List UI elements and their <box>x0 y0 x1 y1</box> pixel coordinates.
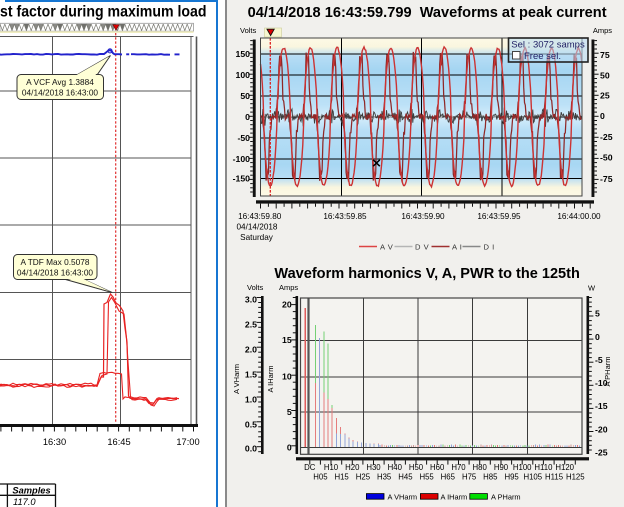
svg-text:50: 50 <box>600 70 610 80</box>
svg-text:-5: -5 <box>595 355 603 365</box>
svg-text:150: 150 <box>236 49 251 59</box>
svg-text:H120: H120 <box>555 463 574 472</box>
svg-text:H40: H40 <box>388 463 403 472</box>
svg-text:H65: H65 <box>441 473 456 482</box>
svg-text:A IHarm: A IHarm <box>266 365 275 392</box>
svg-text:D I: D I <box>484 243 495 252</box>
svg-text:100: 100 <box>236 70 251 80</box>
svg-text:H80: H80 <box>473 463 488 472</box>
svg-text:3.0: 3.0 <box>245 295 257 305</box>
svg-text:H25: H25 <box>356 473 371 482</box>
svg-text:H35: H35 <box>377 473 392 482</box>
svg-text:75: 75 <box>600 50 610 60</box>
svg-text:A VCF Avg 1.3884: A VCF Avg 1.3884 <box>26 77 94 87</box>
svg-text:Sel : 3072 samps: Sel : 3072 samps <box>511 40 585 51</box>
svg-text:17:00: 17:00 <box>176 437 199 447</box>
svg-text:W: W <box>588 284 596 293</box>
svg-text:0: 0 <box>600 111 605 121</box>
svg-text:16:43:59.90: 16:43:59.90 <box>401 212 445 221</box>
svg-text:-15: -15 <box>595 401 608 411</box>
svg-text:16:45: 16:45 <box>107 437 130 447</box>
svg-text:A PHarm: A PHarm <box>491 493 521 502</box>
svg-text:0: 0 <box>595 332 600 342</box>
svg-text:50: 50 <box>240 91 250 101</box>
svg-text:H115: H115 <box>545 473 564 482</box>
svg-text:H10: H10 <box>324 463 339 472</box>
svg-text:16:43:59.85: 16:43:59.85 <box>323 212 367 221</box>
svg-text:Amps: Amps <box>593 26 612 35</box>
svg-text:04/14/2018 16:43:00: 04/14/2018 16:43:00 <box>17 268 94 278</box>
svg-text:H90: H90 <box>494 463 509 472</box>
svg-text:H20: H20 <box>345 463 360 472</box>
svg-text:-50: -50 <box>237 133 250 143</box>
svg-text:04/14/2018 16:43:00: 04/14/2018 16:43:00 <box>22 88 99 98</box>
svg-text:15: 15 <box>282 335 292 345</box>
svg-text:A V: A V <box>380 243 394 252</box>
svg-text:H100: H100 <box>513 463 532 472</box>
svg-text:0.0: 0.0 <box>245 444 257 454</box>
svg-text:04/14/2018: 04/14/2018 <box>237 223 278 232</box>
svg-text:-10: -10 <box>595 378 608 388</box>
svg-text:H60: H60 <box>430 463 445 472</box>
svg-text:H95: H95 <box>504 473 519 482</box>
svg-text:2.5: 2.5 <box>245 320 257 330</box>
svg-text:0: 0 <box>245 112 250 122</box>
svg-text:A VHarm: A VHarm <box>388 493 418 502</box>
svg-text:DC: DC <box>304 463 316 472</box>
svg-text:0: 0 <box>287 443 292 453</box>
svg-text:A PHarm: A PHarm <box>603 356 612 386</box>
svg-text:-25: -25 <box>595 447 608 457</box>
svg-text:-75: -75 <box>600 174 613 184</box>
svg-text:0.5: 0.5 <box>245 420 257 430</box>
svg-text:H125: H125 <box>566 473 585 482</box>
svg-text:-50: -50 <box>600 153 613 163</box>
svg-text:04/14/2018 16:43:59.799 Wavef: 04/14/2018 16:43:59.799 Waveforms at pea… <box>248 5 607 21</box>
svg-text:Saturday: Saturday <box>240 233 274 242</box>
svg-text:H110: H110 <box>534 463 553 472</box>
svg-text:25: 25 <box>600 91 610 101</box>
svg-text:A VHarm: A VHarm <box>232 364 241 394</box>
svg-text:-100: -100 <box>233 154 251 164</box>
svg-text:H30: H30 <box>366 463 381 472</box>
svg-text:16:44:00.00: 16:44:00.00 <box>557 212 601 221</box>
svg-text:117.0: 117.0 <box>13 497 36 507</box>
svg-text:5: 5 <box>287 407 292 417</box>
svg-text:1.5: 1.5 <box>245 370 257 380</box>
svg-text:2.0: 2.0 <box>245 345 257 355</box>
svg-text:A TDF Max 0.5078: A TDF Max 0.5078 <box>20 257 89 267</box>
svg-text:H105: H105 <box>523 473 542 482</box>
svg-text:Amps: Amps <box>279 283 298 292</box>
svg-text:H85: H85 <box>483 473 498 482</box>
svg-text:H15: H15 <box>334 473 349 482</box>
svg-text:16:30: 16:30 <box>43 437 66 447</box>
svg-text:10: 10 <box>282 372 292 382</box>
svg-text:1.0: 1.0 <box>245 395 257 405</box>
svg-text:H50: H50 <box>409 463 424 472</box>
svg-text:st factor during maximum load: st factor during maximum load <box>0 3 207 20</box>
svg-text:5: 5 <box>595 309 600 319</box>
svg-text:Waveform harmonics V, A, PWR t: Waveform harmonics V, A, PWR to the 125t… <box>274 266 580 282</box>
svg-text:Samples: Samples <box>12 486 50 496</box>
svg-text:H70: H70 <box>451 463 466 472</box>
svg-text:Volts: Volts <box>247 283 264 292</box>
svg-text:H45: H45 <box>398 473 413 482</box>
svg-text:H75: H75 <box>462 473 477 482</box>
svg-text:A I: A I <box>452 243 462 252</box>
svg-text:D V: D V <box>415 243 430 252</box>
svg-text:20: 20 <box>282 300 292 310</box>
svg-text:H55: H55 <box>419 473 434 482</box>
svg-text:Free sel.: Free sel. <box>524 51 561 62</box>
svg-text:Volts: Volts <box>240 26 257 35</box>
svg-text:-150: -150 <box>233 173 251 183</box>
svg-text:-25: -25 <box>600 132 613 142</box>
svg-text:16:43:59.95: 16:43:59.95 <box>477 212 521 221</box>
svg-text:16:43:59.80: 16:43:59.80 <box>238 212 282 221</box>
svg-text:-20: -20 <box>595 424 608 434</box>
svg-text:H05: H05 <box>313 473 328 482</box>
svg-text:A IHarm: A IHarm <box>441 493 468 502</box>
